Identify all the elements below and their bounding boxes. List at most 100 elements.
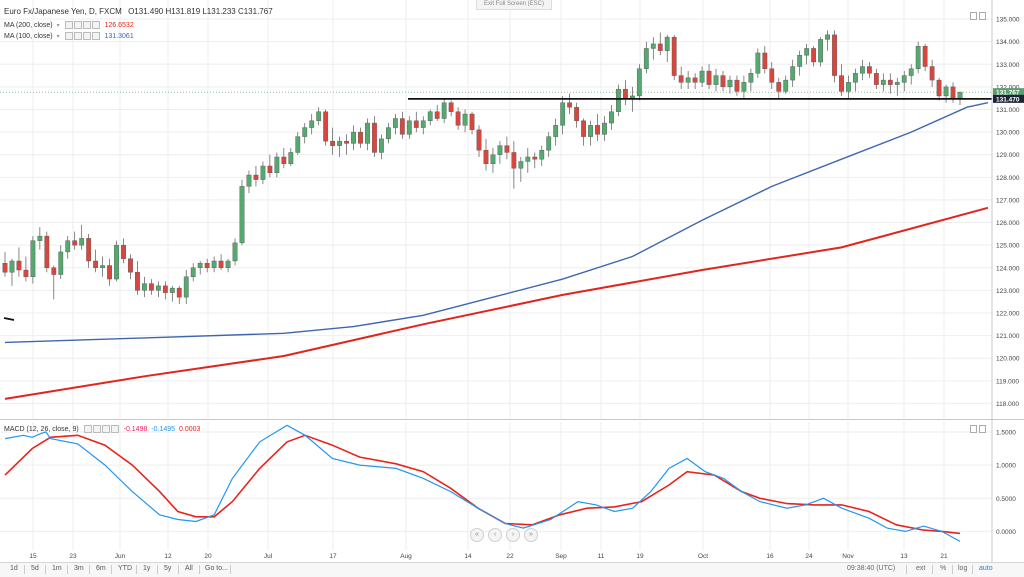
candle bbox=[518, 156, 524, 182]
candle-body bbox=[532, 156, 538, 160]
time-tick-label: Aug bbox=[400, 553, 412, 560]
timeframe-1m[interactable]: 1m bbox=[52, 565, 62, 572]
candle-body bbox=[281, 156, 287, 164]
candle bbox=[406, 116, 412, 139]
scroll-left-icon[interactable]: ‹ bbox=[488, 528, 502, 542]
pane-maximize-icon[interactable] bbox=[970, 425, 977, 433]
candle bbox=[86, 233, 92, 268]
candle-body bbox=[901, 75, 907, 83]
pane-maximize-icon[interactable] bbox=[970, 12, 977, 20]
settings-icon[interactable] bbox=[92, 425, 101, 433]
settings-icon[interactable] bbox=[73, 32, 82, 40]
pane-collapse-icon[interactable] bbox=[979, 12, 986, 20]
timeframe-1d[interactable]: 1d bbox=[10, 565, 18, 572]
candle-body bbox=[727, 79, 733, 88]
candle bbox=[636, 64, 642, 101]
candle bbox=[239, 179, 245, 246]
scroll-end-icon[interactable]: » bbox=[524, 528, 538, 542]
candle bbox=[246, 170, 252, 194]
timeframe-3m[interactable]: 3m bbox=[74, 565, 84, 572]
candle-body bbox=[873, 73, 879, 85]
price-tick-label: 118.000 bbox=[996, 401, 1019, 408]
scroll-right-icon[interactable]: › bbox=[506, 528, 520, 542]
candle-body bbox=[441, 102, 447, 119]
timeframe-ytd[interactable]: YTD bbox=[118, 565, 132, 572]
more-icon[interactable] bbox=[91, 21, 100, 29]
price-tick-label: 123.000 bbox=[996, 288, 1020, 295]
more-icon[interactable] bbox=[110, 425, 119, 433]
timeframe-6m[interactable]: 6m bbox=[96, 565, 106, 572]
scroll-start-icon[interactable]: « bbox=[470, 528, 484, 542]
price-tick-label: 134.000 bbox=[996, 39, 1020, 46]
candle-body bbox=[155, 285, 161, 291]
candle-body bbox=[734, 79, 740, 92]
candle-body bbox=[804, 48, 810, 56]
close-icon[interactable] bbox=[101, 425, 110, 433]
candle-body bbox=[211, 260, 217, 268]
candle-body bbox=[225, 260, 231, 268]
candle-body bbox=[142, 283, 147, 291]
candle bbox=[155, 281, 161, 298]
candle-body bbox=[469, 113, 475, 131]
macd-label[interactable]: MACD (12, 26, close, 9) bbox=[4, 425, 79, 433]
exit-fullscreen-button[interactable]: Exit Full Screen (ESC) bbox=[476, 0, 552, 10]
candle bbox=[685, 71, 691, 90]
candle-body bbox=[420, 120, 426, 128]
goto-date-button[interactable]: Go to... bbox=[205, 565, 228, 572]
candle bbox=[392, 114, 398, 135]
candle bbox=[121, 238, 126, 264]
divider bbox=[178, 565, 179, 574]
time-tick-label: Nov bbox=[842, 553, 854, 560]
price-axis[interactable]: 135.000 134.000 133.000 132.000 131.000 130.0… bbox=[996, 17, 1020, 408]
timeframe-5d[interactable]: 5d bbox=[31, 565, 39, 572]
eye-icon[interactable] bbox=[83, 425, 92, 433]
ma200-label[interactable]: MA (200, close) bbox=[4, 21, 53, 29]
candle-body bbox=[107, 265, 112, 280]
candle bbox=[288, 147, 294, 167]
candle bbox=[218, 254, 224, 271]
close-icon[interactable] bbox=[82, 21, 91, 29]
timeframe-5y[interactable]: 5y bbox=[164, 565, 172, 572]
time-tick-label: 20 bbox=[204, 553, 212, 560]
macd-axis[interactable]: 1.5000 1.0000 0.5000 0.0000 bbox=[996, 429, 1016, 535]
candle-body bbox=[616, 88, 621, 112]
candle-body bbox=[497, 145, 503, 155]
candle bbox=[804, 43, 810, 65]
extended-hours-toggle[interactable]: ext bbox=[916, 565, 926, 572]
timeframe-1y[interactable]: 1y bbox=[143, 565, 151, 572]
price-tick-label: 130.000 bbox=[996, 130, 1020, 137]
horizontal-support-line[interactable] bbox=[0, 91, 992, 321]
symbol-title[interactable]: Euro Fx/Japanese Yen, D, FXCM bbox=[4, 7, 122, 16]
more-icon[interactable] bbox=[91, 32, 100, 40]
candle-body bbox=[671, 36, 677, 76]
eye-icon[interactable] bbox=[64, 32, 73, 40]
eye-icon[interactable] bbox=[64, 21, 73, 29]
time-tick-label: 24 bbox=[805, 553, 813, 560]
time-axis[interactable]: 15 23 Jun 12 20 Jul 17 Aug 14 22 Sep 11 19 Oct 16 24 Nov… bbox=[29, 553, 948, 560]
chevron-down-icon[interactable]: ▾ bbox=[56, 33, 60, 40]
candle bbox=[915, 41, 921, 74]
candle bbox=[532, 152, 538, 169]
divider bbox=[24, 565, 25, 574]
candle-body bbox=[741, 82, 747, 92]
ma100-label[interactable]: MA (100, close) bbox=[4, 32, 53, 40]
close-icon[interactable] bbox=[82, 32, 91, 40]
candle-body bbox=[894, 82, 900, 85]
chevron-down-icon[interactable]: ▾ bbox=[56, 22, 60, 29]
time-tick-label: 16 bbox=[766, 553, 774, 560]
log-scale-toggle[interactable]: log bbox=[958, 565, 968, 572]
settings-icon[interactable] bbox=[73, 21, 82, 29]
candle-body bbox=[483, 149, 489, 164]
time-tick-label: Jul bbox=[264, 553, 273, 560]
pane-collapse-icon[interactable] bbox=[979, 425, 986, 433]
auto-scale-toggle[interactable]: auto bbox=[979, 565, 993, 572]
time-tick-label: 21 bbox=[940, 553, 948, 560]
percent-scale-toggle[interactable]: % bbox=[940, 565, 947, 572]
candle bbox=[720, 71, 726, 92]
timeframe-all[interactable]: All bbox=[185, 565, 193, 572]
candle-body bbox=[183, 276, 189, 298]
candle bbox=[44, 231, 50, 273]
candle bbox=[650, 37, 656, 60]
divider bbox=[89, 565, 90, 574]
